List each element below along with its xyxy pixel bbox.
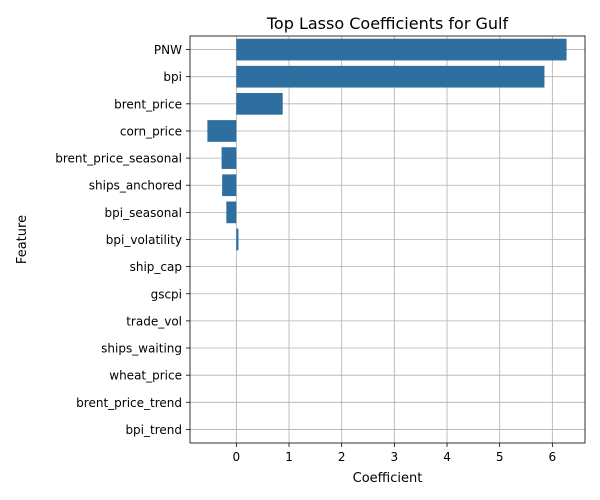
y-tick-label: bpi_volatility [106, 233, 182, 247]
y-tick-label: bpi [163, 70, 182, 84]
tick-layer: 0 1 2 3 4 5 6 PNW bpi brent_price corn_price brent_… [55, 43, 556, 464]
x-tick-label: 4 [443, 450, 451, 464]
x-tick-label: 5 [496, 450, 504, 464]
x-tick-label: 2 [338, 450, 346, 464]
y-tick-label: brent_price_trend [76, 396, 182, 410]
bar [236, 65, 545, 88]
bar [207, 120, 237, 142]
bar [221, 147, 237, 169]
x-axis-label: Coefficient [353, 471, 423, 486]
y-tick-label: gscpi [151, 287, 182, 301]
y-tick-label: PNW [154, 43, 182, 57]
x-tick-label: 0 [233, 450, 241, 464]
bar [226, 201, 237, 224]
x-tick-label: 1 [285, 450, 293, 464]
y-tick-label: ships_anchored [89, 179, 182, 193]
bar-layer [207, 38, 567, 441]
bar [236, 92, 283, 115]
y-tick-label: brent_price [114, 97, 182, 111]
chart-title: Top Lasso Coefficients for Gulf [266, 14, 509, 33]
y-tick-label: ships_waiting [101, 342, 182, 356]
y-tick-label: bpi_seasonal [105, 206, 182, 220]
x-tick-label: 3 [391, 450, 399, 464]
y-tick-label: corn_price [120, 124, 182, 138]
y-tick-label: bpi_trend [125, 423, 182, 437]
x-tick-label: 6 [549, 450, 557, 464]
y-tick-label: ship_cap [130, 260, 182, 274]
y-axis-label: Feature [15, 215, 30, 264]
y-tick-label: trade_vol [126, 314, 182, 328]
bar [222, 174, 237, 197]
y-tick-label: wheat_price [109, 369, 182, 383]
bar [236, 38, 567, 61]
bar [236, 228, 239, 251]
y-tick-label: brent_price_seasonal [55, 152, 182, 166]
